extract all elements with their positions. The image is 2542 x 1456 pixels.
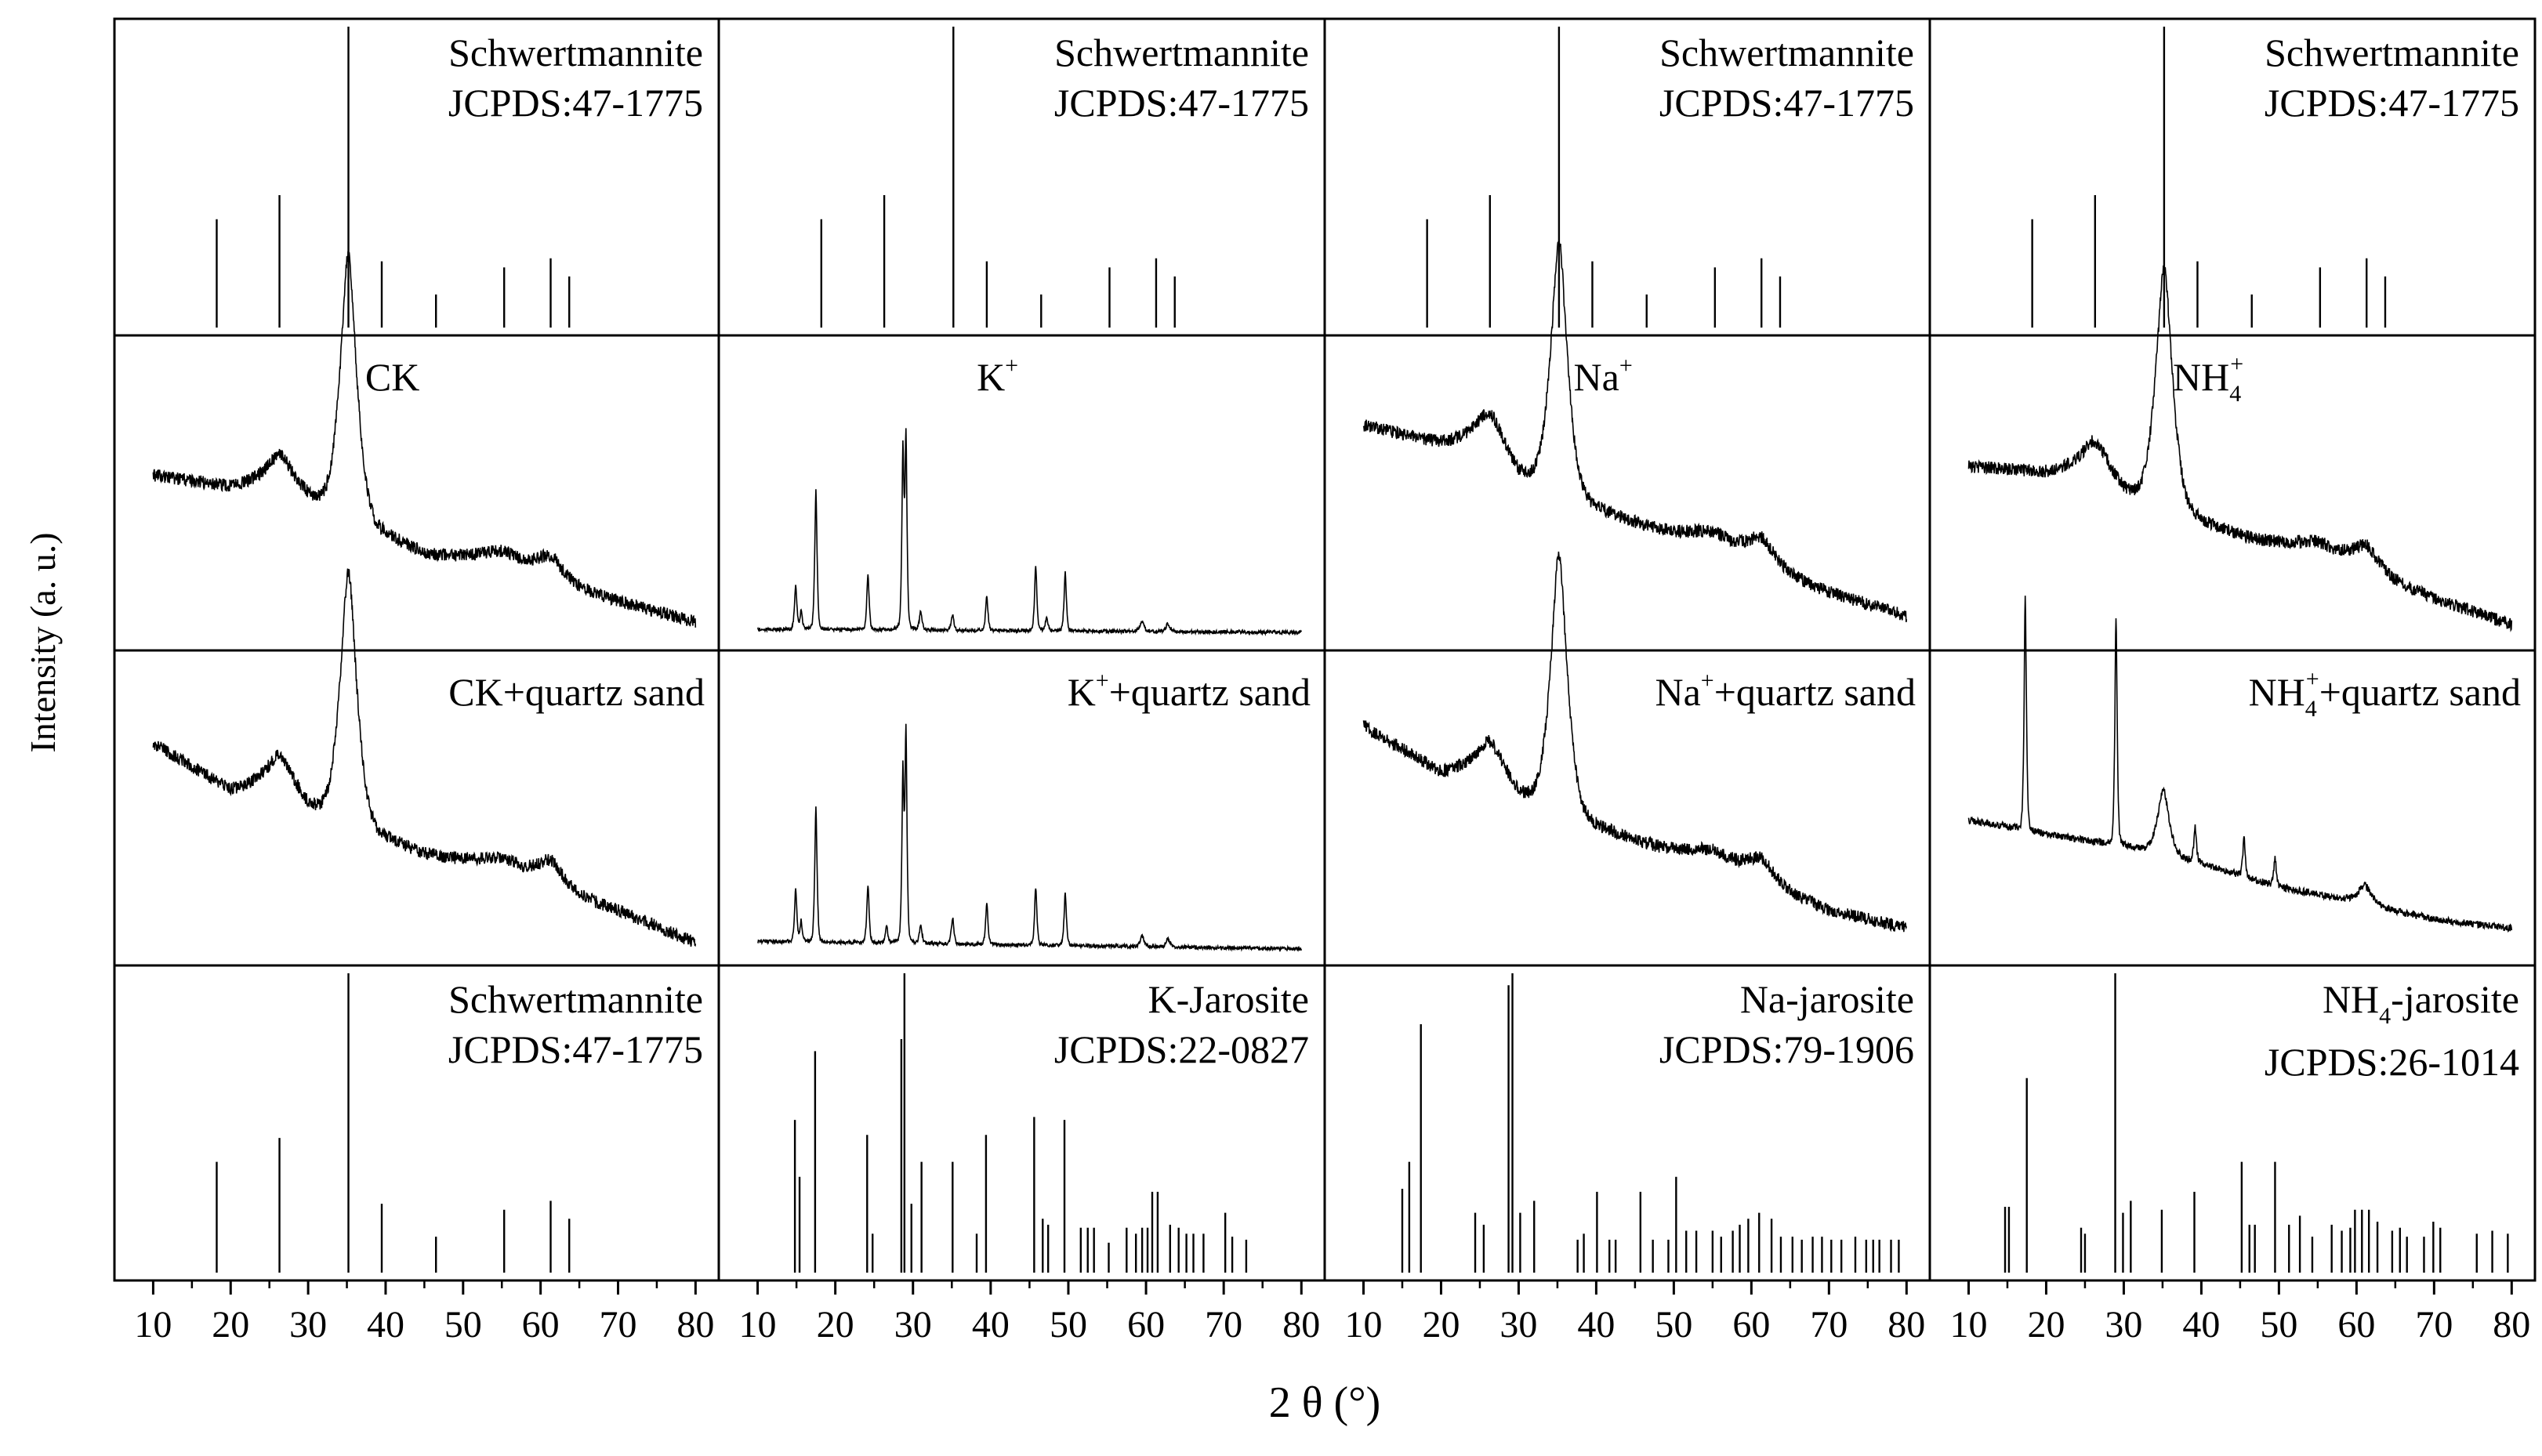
phase-name-label: NH4-jarosite (2323, 977, 2519, 1029)
x-tick-label: 80 (1887, 1304, 1925, 1346)
x-tick-label: 50 (444, 1304, 482, 1346)
jcpds-card-label: JCPDS:47-1775 (448, 1027, 703, 1071)
panel-r2c4: NH4+ (1928, 265, 2537, 652)
x-tick-label: 40 (972, 1304, 1010, 1346)
x-tick-label: 60 (2337, 1304, 2375, 1346)
x-tick-label: 40 (367, 1304, 404, 1346)
x-tick-label: 70 (1810, 1304, 1848, 1346)
phase-name-label: Na-jarosite (1740, 977, 1914, 1021)
x-tick-label: 60 (522, 1304, 560, 1346)
x-tick-label: 30 (2105, 1304, 2142, 1346)
panel-frame (717, 334, 1326, 652)
xrd-pattern (756, 428, 1303, 637)
x-tick-label: 20 (2027, 1304, 2065, 1346)
sample-label: K++quartz sand (1068, 668, 1311, 714)
panel-r4c3: Na-jarosite JCPDS:79-1906 (1323, 964, 1931, 1282)
panel-r3c1: CK+quartz sand (113, 568, 720, 967)
phase-name-label: Schwertmannite (2265, 31, 2519, 74)
panel-r3c3: Na++quartz sand (1323, 551, 1931, 967)
xrd-pattern (1967, 596, 2513, 933)
panel-r4c2: K-Jarosite JCPDS:22-0827 (717, 964, 1326, 1282)
panel-r4c1: Schwertmannite JCPDS:47-1775 (113, 964, 720, 1282)
panel-r1c3: Schwertmannite JCPDS:47-1775 (1323, 17, 1931, 337)
panel-r3c4: NH4++quartz sand (1928, 596, 2537, 967)
x-tick-label: 30 (1499, 1304, 1537, 1346)
phase-name-label: Schwertmannite (448, 977, 703, 1021)
x-tick-label: 60 (1732, 1304, 1770, 1346)
sample-label: K+ (977, 353, 1018, 399)
panel-r4c4: NH4-jarosite JCPDS:26-1014 (1928, 964, 2537, 1282)
jcpds-card-label: JCPDS:26-1014 (2265, 1040, 2519, 1084)
sample-label: CK (365, 355, 419, 399)
x-tick-label: 50 (1655, 1304, 1692, 1346)
sample-label: NH4++quartz sand (2249, 666, 2521, 722)
jcpds-card-label: JCPDS:47-1775 (448, 81, 703, 125)
phase-name-label: Schwertmannite (448, 31, 703, 74)
xrd-pattern (152, 568, 697, 947)
xrd-pattern (1967, 265, 2513, 632)
x-tick-label: 80 (676, 1304, 714, 1346)
sample-label: CK+quartz sand (448, 670, 705, 714)
x-tick-label: 40 (1577, 1304, 1615, 1346)
x-tick-label: 70 (1205, 1304, 1242, 1346)
x-tick-label: 70 (2415, 1304, 2453, 1346)
jcpds-card-label: JCPDS:47-1775 (1054, 81, 1309, 125)
jcpds-card-label: JCPDS:79-1906 (1659, 1027, 1914, 1071)
panel-r2c1: CK (113, 251, 720, 652)
xrd-pattern (1362, 551, 1908, 933)
y-axis-label: Intensity (a. u.) (23, 532, 63, 752)
x-tick-label: 10 (134, 1304, 172, 1346)
xrd-pattern (757, 723, 1303, 952)
panel-r2c2: K+ (717, 334, 1326, 652)
jcpds-card-label: JCPDS:22-0827 (1054, 1027, 1309, 1071)
x-tick-label: 20 (1422, 1304, 1460, 1346)
phase-name-label: Schwertmannite (1054, 31, 1309, 74)
jcpds-card-label: JCPDS:47-1775 (1659, 81, 1914, 125)
panel-r2c3: Na+ (1323, 240, 1931, 652)
panel-r1c4: Schwertmannite JCPDS:47-1775 (1928, 17, 2537, 337)
x-tick-label: 60 (1127, 1304, 1165, 1346)
x-tick-label: 20 (212, 1304, 249, 1346)
sample-label: NH4+ (2173, 351, 2243, 407)
sample-label: Na++quartz sand (1655, 668, 1916, 714)
x-tick-label: 10 (1344, 1304, 1382, 1346)
panel-frame (1323, 334, 1931, 652)
x-tick-label: 80 (1282, 1304, 1320, 1346)
panel-r1c2: Schwertmannite JCPDS:47-1775 (717, 17, 1326, 337)
phase-name-label: Schwertmannite (1659, 31, 1914, 74)
x-tick-label: 50 (1050, 1304, 1087, 1346)
x-tick-label: 50 (2260, 1304, 2297, 1346)
jcpds-card-label: JCPDS:47-1775 (2265, 81, 2519, 125)
x-tick-label: 20 (817, 1304, 854, 1346)
panel-r3c2: K++quartz sand (717, 649, 1326, 967)
panel-frame (1928, 964, 2537, 1282)
xrd-pattern (1362, 240, 1908, 623)
x-tick-label: 70 (600, 1304, 637, 1346)
xrd-pattern (152, 251, 697, 628)
x-tick-label: 10 (739, 1304, 777, 1346)
x-axis-label: 2 θ (°) (1269, 1378, 1381, 1427)
panel-r1c1: Schwertmannite JCPDS:47-1775 (113, 17, 720, 337)
x-tick-label: 30 (894, 1304, 932, 1346)
panel-grid: SchwertmanniteJCPDS:47-1775Schwertmannit… (113, 17, 2537, 1282)
x-tick-label: 80 (2493, 1304, 2530, 1346)
x-axis: 10 20 30 40 50 60 70 80 10 20 30 40 50 60 70 80 10 20 30 40… (134, 1280, 2530, 1346)
sample-label: Na+ (1574, 353, 1633, 399)
x-tick-label: 40 (2182, 1304, 2220, 1346)
x-tick-label: 10 (1949, 1304, 1987, 1346)
phase-name-label: K-Jarosite (1148, 977, 1310, 1021)
x-tick-label: 30 (289, 1304, 327, 1346)
